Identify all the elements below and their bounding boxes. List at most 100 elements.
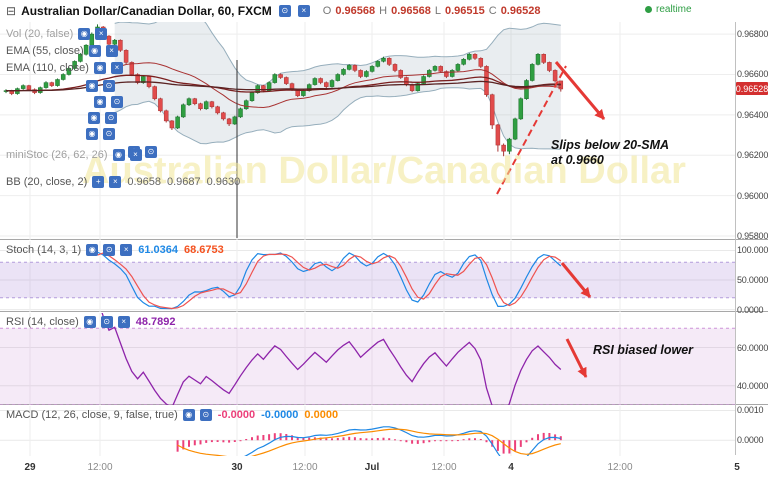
axis-label: 0.96200 — [737, 150, 768, 161]
indicator-label: RSI (14, close) — [6, 316, 79, 328]
gear-icon[interactable]: ⊙ — [103, 80, 115, 92]
indicator-legend-row: EMA (110, close) ◉ × — [6, 62, 123, 74]
time-axis-label: 12:00 — [87, 462, 113, 473]
time-axis-label: 12:00 — [292, 462, 318, 473]
realtime-dot-icon — [645, 6, 652, 13]
axis-label: 0.96600 — [737, 69, 768, 80]
rsi-annotation[interactable]: RSI biased lower — [593, 343, 694, 357]
indicator-legend-row: BB (20, close, 2) + × 0.9658 0.9687 0.9630 — [6, 176, 240, 188]
close-icon[interactable]: × — [297, 5, 310, 17]
eye-icon[interactable]: ◉ — [182, 409, 195, 421]
ohlc-key: O — [322, 5, 332, 17]
gear-icon[interactable]: ⊙ — [111, 96, 123, 108]
realtime-label: realtime — [656, 4, 692, 15]
indicator-value: 68.6753 — [183, 244, 224, 256]
indicator-legend-row: miniStoc (26, 62, 26) ◉ × — [6, 149, 142, 161]
indicator-legend-row: ◉⊙ — [84, 128, 115, 140]
ohlc-value: 0.96528 — [500, 5, 541, 17]
chart-title: Australian Dollar/Canadian Dollar, 60, F… — [21, 4, 272, 18]
price-pane: Australian Dollar/Canadian Dollar Vol (2… — [0, 22, 768, 241]
sma-break-annotation[interactable]: Slips below 20-SMA at 0.9660 — [551, 138, 669, 168]
close-icon[interactable]: × — [109, 176, 122, 188]
eye-icon[interactable]: ◉ — [83, 316, 96, 328]
indicator-legend-row: EMA (55, close) ◉ × — [6, 45, 118, 57]
ohlc-key: L — [434, 5, 441, 17]
ohlc-key: H — [379, 5, 388, 17]
time-axis-label: 29 — [24, 462, 36, 473]
gear-icon[interactable]: ⊙ — [105, 112, 117, 124]
gear-icon[interactable]: ⊙ — [103, 244, 116, 256]
stoch-plot[interactable] — [0, 241, 735, 312]
last-price-badge: 0.96528 — [735, 82, 768, 95]
annotation-line: at 0.9660 — [551, 153, 604, 167]
indicator-legend-row: MACD (12, 26, close, 9, false, true) ◉ ⊙ -0… — [6, 409, 338, 421]
eye-icon[interactable]: ◉ — [94, 96, 106, 108]
axis-label: 0.0010 — [737, 405, 764, 416]
time-axis-label: 12:00 — [431, 462, 457, 473]
collapse-icon[interactable]: ⊟ — [6, 4, 17, 18]
macd-pane: MACD (12, 26, close, 9, false, true) ◉ ⊙ -0… — [0, 405, 768, 458]
eye-icon[interactable]: ◉ — [86, 80, 98, 92]
indicator-value: 0.9658 — [127, 176, 161, 188]
axis-label: 0.0000 — [737, 304, 764, 315]
axis-label: 0.0000 — [737, 435, 764, 446]
time-axis-label: 12:00 — [607, 462, 633, 473]
indicator-value: 61.0364 — [138, 244, 178, 256]
eye-icon[interactable]: ◉ — [93, 62, 106, 74]
indicator-value: 0.0000 — [304, 409, 339, 421]
close-icon[interactable]: × — [117, 316, 130, 328]
gear-icon[interactable]: ⊙ — [103, 128, 115, 140]
indicator-value: 0.9630 — [206, 176, 241, 188]
chart-header: ⊟ Australian Dollar/Canadian Dollar, 60,… — [0, 0, 768, 22]
indicator-label: Vol (20, false) — [6, 28, 74, 40]
price-axis-border — [735, 22, 736, 455]
ohlc-readout: O 0.96568 H 0.96568 L 0.96515 C 0.96528 — [323, 5, 541, 17]
eye-icon[interactable]: ◉ — [88, 112, 100, 124]
gear-icon[interactable]: ⊙ — [199, 409, 212, 421]
axis-label: 0.96000 — [737, 190, 768, 201]
time-axis-label: 5 — [734, 462, 740, 473]
indicator-legend-row: Vol (20, false) ◉ × — [6, 28, 108, 40]
indicator-value: -0.0000 — [261, 409, 299, 421]
ohlc-key: C — [488, 5, 497, 17]
axis-label: 40.0000 — [737, 380, 768, 391]
indicator-legend-row: ◉⊙ — [84, 80, 115, 92]
gear-icon[interactable]: ⊙ — [145, 146, 157, 158]
rsi-pane: RSI (14, close) ◉ ⊙ × 48.7892 RSI biased low… — [0, 313, 768, 405]
close-icon[interactable]: × — [129, 149, 142, 161]
eye-icon[interactable]: ◉ — [86, 244, 99, 256]
gear-icon[interactable]: ⊙ — [100, 316, 113, 328]
realtime-status: realtime — [645, 4, 692, 15]
close-icon[interactable]: × — [105, 45, 118, 57]
eye-icon[interactable]: ◉ — [86, 128, 98, 140]
stoch-pane: Stoch (14, 3, 1) ◉ ⊙ × 61.0364 68.6753 100.00… — [0, 241, 768, 315]
close-icon[interactable]: × — [120, 244, 133, 256]
eye-icon[interactable]: ◉ — [88, 45, 101, 57]
close-icon[interactable]: × — [95, 28, 108, 40]
gear-icon[interactable]: ⊙ — [278, 5, 291, 17]
eye-icon[interactable]: ◉ — [78, 28, 91, 40]
indicator-label: miniStoc (26, 62, 26) — [6, 149, 108, 161]
close-icon[interactable]: × — [110, 62, 123, 74]
indicator-label: MACD (12, 26, close, 9, false, true) — [6, 409, 178, 421]
time-axis-label: Jul — [364, 462, 380, 473]
time-axis-label: 30 — [231, 462, 243, 473]
ohlc-value: 0.96568 — [391, 5, 431, 17]
annotation-line: Slips below 20-SMA — [551, 138, 670, 152]
indicator-label: EMA (110, close) — [6, 62, 89, 74]
axis-label: 100.0000 — [737, 245, 768, 256]
axis-label: 50.0000 — [737, 275, 768, 286]
ohlc-value: 0.96515 — [444, 5, 485, 17]
eye-icon[interactable]: ◉ — [112, 149, 125, 161]
plus-icon[interactable]: + — [92, 176, 105, 188]
time-axis[interactable]: 29 12:00 30 12:00 Jul 12:00 4 12:00 5 — [0, 456, 768, 483]
indicator-legend-row: Stoch (14, 3, 1) ◉ ⊙ × 61.0364 68.6753 — [6, 244, 224, 256]
indicator-legend-row: RSI (14, close) ◉ ⊙ × 48.7892 — [6, 316, 176, 328]
indicator-label: BB (20, close, 2) — [6, 176, 88, 188]
axis-label: 60.0000 — [737, 342, 768, 353]
indicator-value: 0.9687 — [166, 176, 201, 188]
indicator-label: EMA (55, close) — [6, 45, 84, 57]
rsi-plot[interactable] — [0, 313, 735, 405]
indicator-legend-row: ◉⊙ — [92, 96, 123, 108]
